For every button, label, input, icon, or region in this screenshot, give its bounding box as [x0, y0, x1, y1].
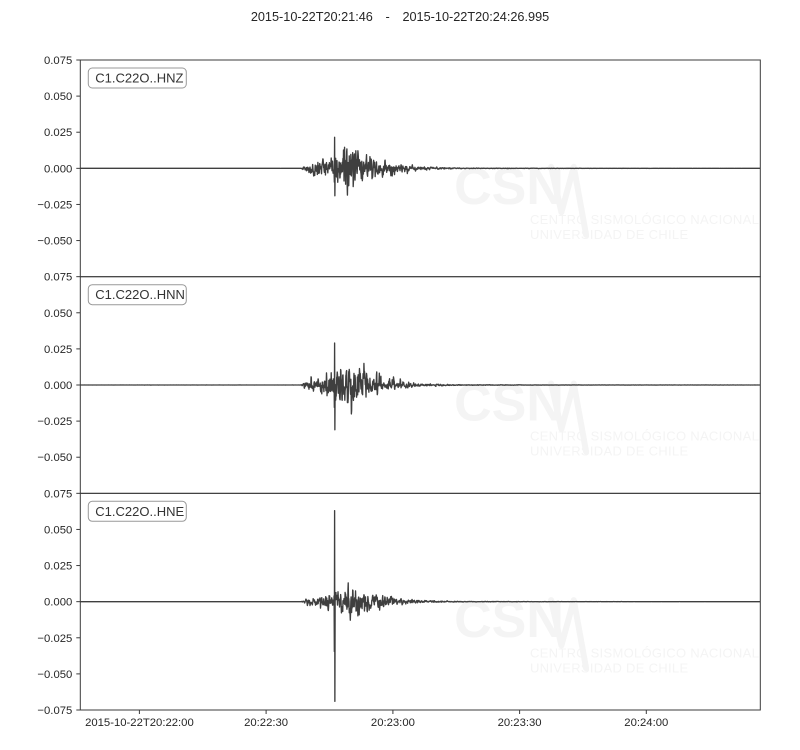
svg-text:CENTRO SISMOLÓGICO NACIONAL: CENTRO SISMOLÓGICO NACIONAL [530, 645, 759, 660]
svg-text:0.075: 0.075 [44, 272, 72, 284]
svg-text:20:23:00: 20:23:00 [371, 717, 415, 729]
svg-text:CSN: CSN [454, 158, 564, 216]
svg-text:CENTRO SISMOLÓGICO NACIONAL: CENTRO SISMOLÓGICO NACIONAL [530, 429, 759, 444]
svg-text:−0.025: −0.025 [37, 416, 72, 428]
svg-text:20:24:00: 20:24:00 [624, 717, 668, 729]
svg-text:0.050: 0.050 [44, 524, 72, 536]
svg-text:20:22:30: 20:22:30 [244, 717, 288, 729]
svg-text:−0.050: −0.050 [37, 669, 72, 681]
svg-text:0.000: 0.000 [44, 597, 72, 609]
svg-text:UNIVERSIDAD DE CHILE: UNIVERSIDAD DE CHILE [530, 444, 688, 459]
svg-text:−0.050: −0.050 [37, 236, 72, 248]
svg-text:−0.025: −0.025 [37, 633, 72, 645]
svg-text:C1.C22O..HNN: C1.C22O..HNN [95, 287, 185, 302]
svg-text:UNIVERSIDAD DE CHILE: UNIVERSIDAD DE CHILE [530, 227, 688, 242]
svg-text:UNIVERSIDAD DE CHILE: UNIVERSIDAD DE CHILE [530, 660, 688, 675]
svg-text:0.050: 0.050 [44, 308, 72, 320]
svg-text:CENTRO SISMOLÓGICO NACIONAL: CENTRO SISMOLÓGICO NACIONAL [530, 212, 759, 227]
svg-text:0.075: 0.075 [44, 55, 72, 67]
svg-text:0.050: 0.050 [44, 91, 72, 103]
svg-text:CSN: CSN [454, 591, 564, 649]
svg-text:20:23:30: 20:23:30 [498, 717, 542, 729]
svg-text:0.075: 0.075 [44, 488, 72, 500]
svg-text:0.025: 0.025 [44, 561, 72, 573]
svg-text:−0.075: −0.075 [37, 705, 72, 717]
svg-text:CSN: CSN [454, 375, 564, 433]
svg-text:2015-10-22T20:21:46 - 2015-1: 2015-10-22T20:21:46 - 2015-10-22T20:24:2… [251, 10, 549, 24]
svg-text:0.000: 0.000 [44, 163, 72, 175]
svg-text:0.025: 0.025 [44, 344, 72, 356]
svg-text:−0.050: −0.050 [37, 452, 72, 464]
svg-text:−0.025: −0.025 [37, 199, 72, 211]
svg-text:0.000: 0.000 [44, 380, 72, 392]
svg-text:C1.C22O..HNZ: C1.C22O..HNZ [95, 71, 183, 86]
svg-text:0.025: 0.025 [44, 127, 72, 139]
svg-text:2015-10-22T20:22:00: 2015-10-22T20:22:00 [85, 717, 194, 729]
svg-text:C1.C22O..HNE: C1.C22O..HNE [95, 504, 184, 519]
